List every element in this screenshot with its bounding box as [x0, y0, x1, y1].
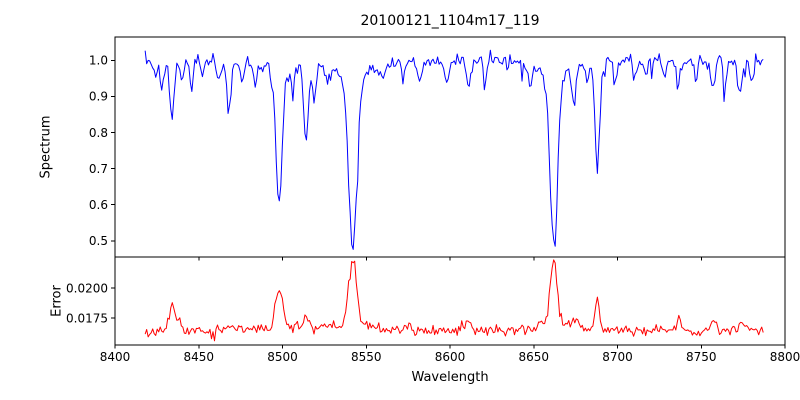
y-tick-label: 0.5 — [89, 234, 108, 248]
y-tick-label: 0.7 — [89, 162, 108, 176]
y-tick-label: 0.8 — [89, 126, 108, 140]
x-tick-label: 8600 — [435, 350, 466, 364]
y-tick-label: 0.6 — [89, 198, 108, 212]
spectrum-line — [144, 49, 764, 250]
y-tick-label: 0.0200 — [66, 281, 108, 295]
x-tick-label: 8550 — [351, 350, 382, 364]
x-tick-label: 8750 — [686, 350, 717, 364]
x-tick-label: 8700 — [602, 350, 633, 364]
x-tick-label: 8450 — [183, 350, 214, 364]
x-tick-label: 8400 — [100, 350, 131, 364]
chart-title: 20100121_1104m17_119 — [360, 13, 540, 29]
x-tick-label: 8800 — [770, 350, 800, 364]
x-tick-label: 8650 — [518, 350, 549, 364]
x-tick-label: 8500 — [267, 350, 298, 364]
y-tick-label: 0.0175 — [66, 311, 108, 325]
y-tick-label: 1.0 — [89, 54, 108, 68]
x-axis-label: Wavelength — [411, 370, 489, 385]
y-tick-label: 0.9 — [89, 90, 108, 104]
error-line — [144, 259, 764, 342]
